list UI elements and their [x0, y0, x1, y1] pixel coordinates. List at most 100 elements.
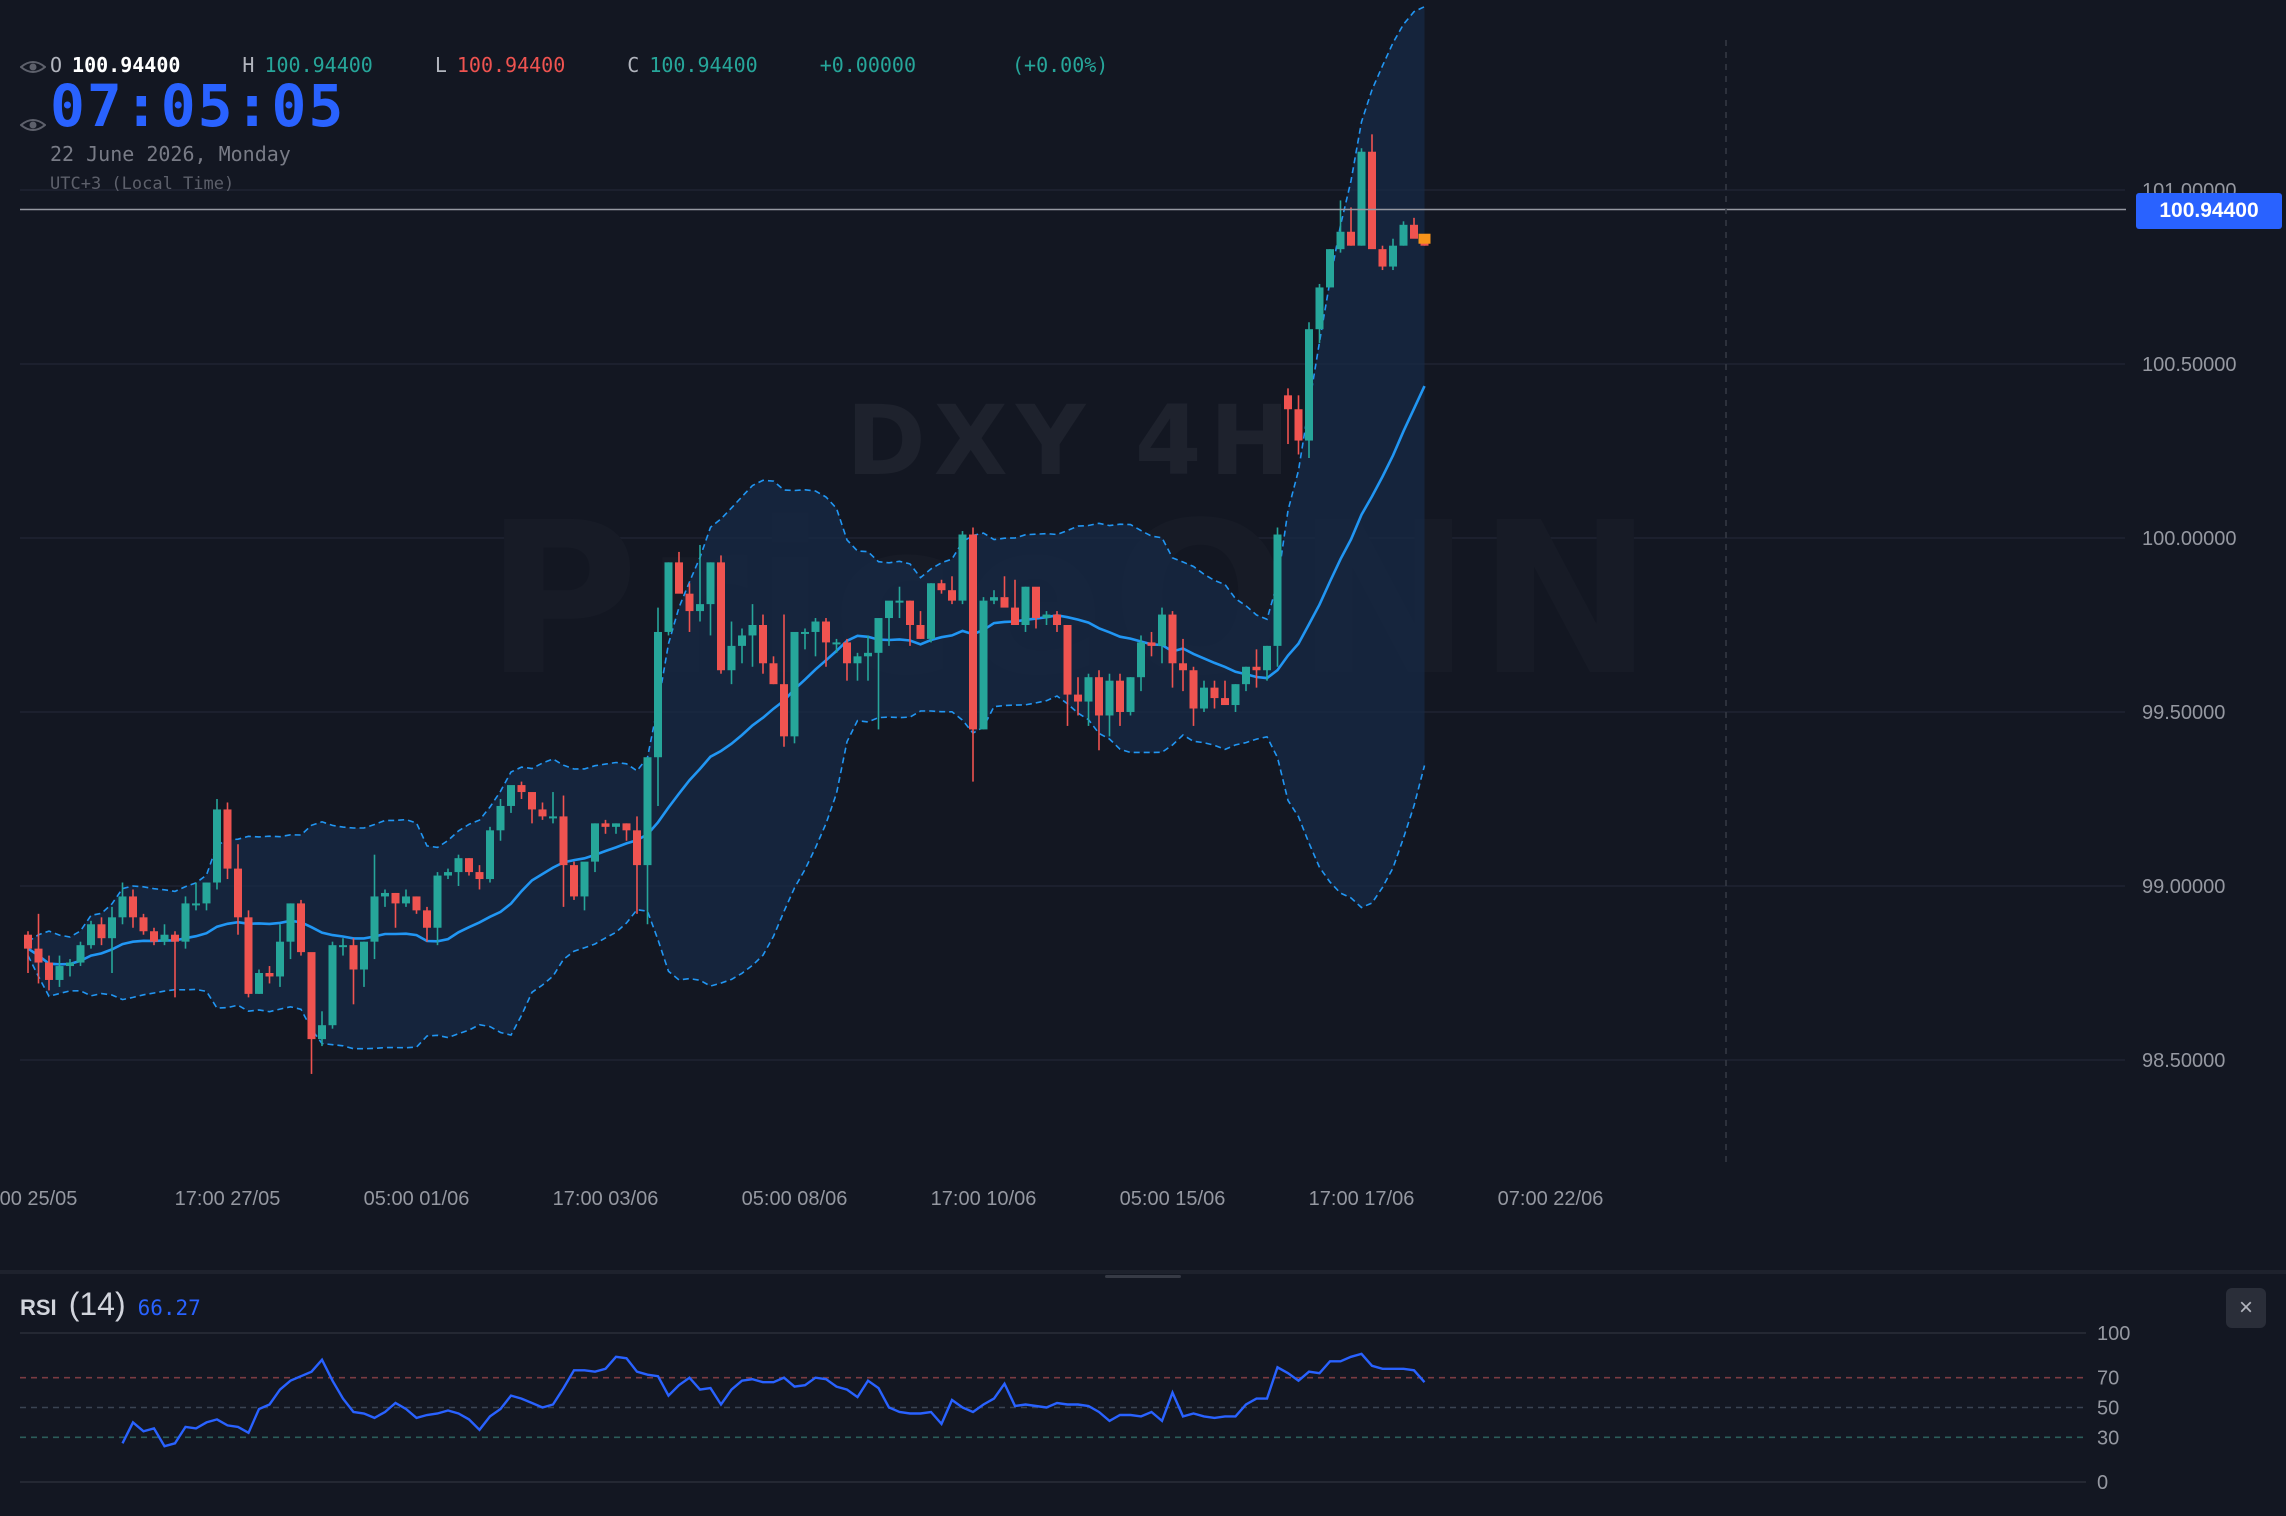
candle: [1126, 677, 1135, 716]
low-label: L: [434, 53, 447, 77]
candle-body: [969, 534, 977, 730]
candle-body: [507, 785, 515, 806]
candle-body: [906, 600, 914, 625]
candle: [1357, 148, 1366, 246]
candle-body: [1053, 614, 1061, 625]
session-marker: [1418, 233, 1431, 244]
band-upper: [27, 5, 1425, 943]
candle-body: [654, 631, 662, 758]
candle: [643, 757, 652, 925]
candle-body: [1326, 249, 1334, 288]
candle-body: [444, 872, 452, 876]
candle-body: [885, 600, 893, 619]
clock: 07:05:05: [50, 72, 346, 140]
candle-body: [895, 600, 904, 603]
candle: [108, 906, 116, 973]
candle: [1410, 217, 1418, 239]
candle: [87, 920, 95, 949]
candle: [958, 531, 967, 605]
candle-body: [780, 684, 788, 737]
candle-body: [1273, 534, 1282, 646]
candle: [864, 635, 872, 681]
candle: [160, 924, 169, 946]
candle-body: [66, 962, 74, 967]
candle: [297, 899, 305, 956]
eye-icon[interactable]: [20, 116, 46, 134]
candle-body: [1158, 614, 1166, 646]
eye-icon[interactable]: [20, 58, 46, 76]
close-label: C: [627, 53, 640, 77]
rsi-name: RSI: [20, 1295, 57, 1320]
candle-body: [1263, 645, 1271, 671]
high-label: H: [242, 53, 255, 77]
candle: [622, 823, 631, 841]
candle: [1368, 134, 1376, 250]
candle: [570, 861, 578, 900]
candle: [559, 795, 568, 907]
candle-body: [223, 809, 232, 869]
time-axis-label: 00 25/05: [0, 1188, 77, 1210]
candle: [34, 913, 43, 984]
candle: [507, 785, 515, 813]
candle: [916, 611, 925, 639]
candle-body: [801, 631, 809, 634]
candle: [66, 959, 74, 977]
rsi-line: [121, 1352, 1426, 1448]
candle: [150, 927, 158, 946]
candle: [906, 600, 914, 646]
candle: [538, 802, 547, 820]
candle-body: [1105, 680, 1114, 716]
candle: [1063, 625, 1072, 726]
candle-body: [87, 924, 95, 946]
candle: [675, 551, 683, 594]
time-axis-label: 05:00 15/06: [1120, 1188, 1226, 1210]
candle: [412, 896, 421, 914]
candle: [528, 792, 536, 824]
candle: [276, 924, 284, 987]
candle: [1221, 680, 1229, 706]
candle: [801, 628, 809, 650]
candle-body: [1410, 224, 1418, 239]
candle: [1252, 649, 1261, 688]
candle-body: [412, 896, 421, 911]
candle: [1210, 680, 1219, 709]
candle: [1284, 388, 1292, 445]
candle-body: [979, 600, 988, 730]
candle-body: [664, 562, 673, 632]
price-axis-label: 100.50000: [2142, 354, 2237, 376]
candle: [549, 792, 557, 824]
candle-body: [1000, 597, 1009, 608]
candle-body: [853, 656, 862, 664]
candle: [265, 966, 274, 984]
candle-body: [286, 903, 295, 942]
candle-body: [1368, 151, 1376, 250]
candle: [360, 941, 368, 987]
candle: [664, 562, 673, 636]
candle: [1305, 322, 1313, 458]
candle: [244, 910, 253, 998]
rsi-value: 66.27: [137, 1296, 201, 1320]
candle-body: [591, 823, 599, 862]
candle-body: [318, 1025, 326, 1040]
candle: [895, 586, 904, 619]
candle-body: [1357, 151, 1366, 246]
candle: [339, 938, 347, 956]
candle-body: [34, 948, 43, 963]
candle: [780, 614, 788, 747]
candle-body: [1179, 663, 1187, 671]
candle-body: [423, 910, 431, 928]
candle-body: [213, 809, 221, 883]
time-axis-label: 07:00 22/06: [1498, 1188, 1604, 1210]
candle: [811, 618, 820, 657]
candle: [717, 555, 725, 674]
candle: [843, 638, 851, 681]
close-icon[interactable]: ×: [2226, 1288, 2266, 1328]
candle-body: [675, 562, 683, 594]
watermark-symbol: DXY 4H: [846, 385, 1298, 497]
candle-body: [1126, 677, 1135, 712]
rsi-axis-label: 100: [2097, 1323, 2130, 1345]
rsi-axis-label: 70: [2097, 1368, 2119, 1390]
change-value: +0.00000: [819, 53, 917, 77]
candle: [234, 844, 242, 935]
